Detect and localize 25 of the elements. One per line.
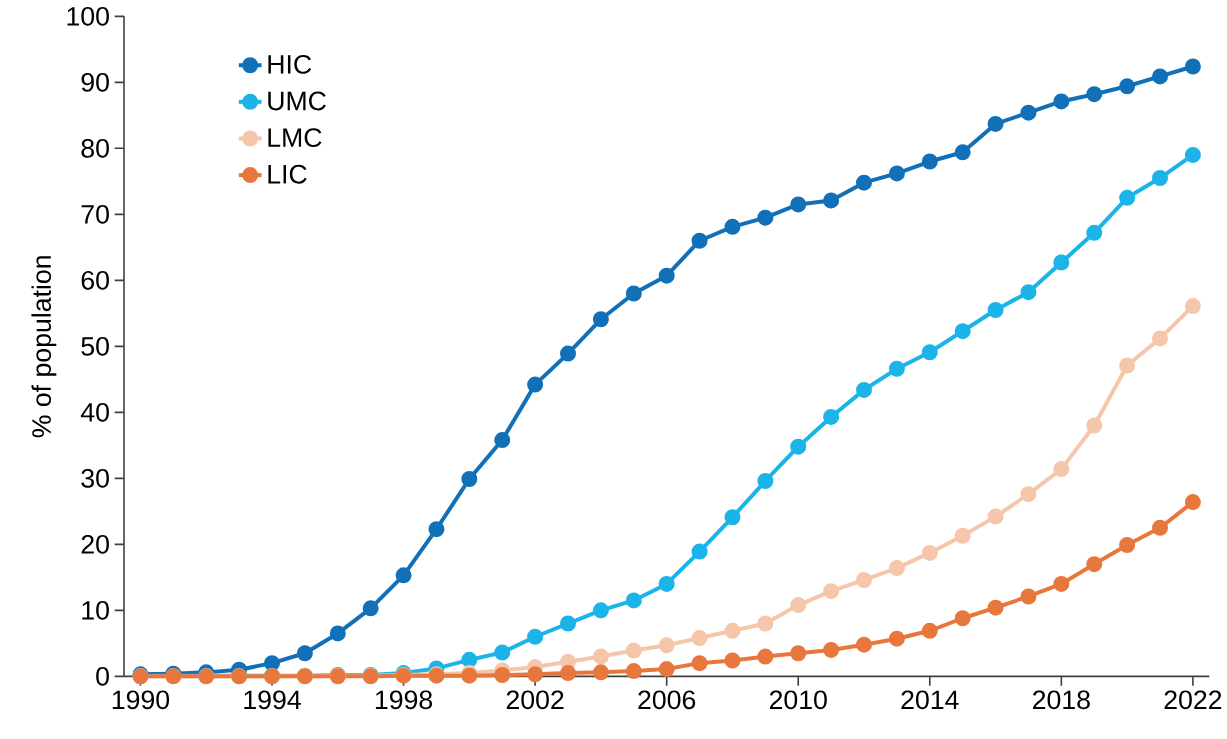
- y-tick-label: 50: [81, 336, 109, 356]
- y-axis-title: % of population: [31, 256, 57, 438]
- y-tick-label: 20: [81, 534, 109, 554]
- y-tick-label: 80: [81, 138, 109, 158]
- y-tick-label: 100: [67, 6, 109, 26]
- x-tick-label: 2006: [638, 690, 696, 710]
- y-tick-label: 40: [80, 402, 109, 422]
- y-tick-label: 10: [82, 600, 109, 620]
- y-tick-label: 70: [81, 204, 109, 224]
- x-tick-label: 2010: [769, 690, 827, 710]
- x-tick-label: 2014: [901, 690, 959, 710]
- legend-label: LMC: [268, 128, 322, 148]
- legend-label: HIC: [268, 54, 312, 74]
- legend-label: UMC: [268, 91, 326, 111]
- x-tick-label: 2002: [506, 690, 564, 710]
- x-tick-label: 1990: [112, 690, 170, 710]
- y-tick-label: 90: [81, 72, 109, 92]
- x-tick-label: 1998: [375, 690, 433, 710]
- legend-label: LIC: [268, 164, 307, 184]
- x-tick-label: 2022: [1164, 690, 1222, 710]
- x-tick-label: 2018: [1033, 690, 1090, 710]
- x-tick-label: 1994: [244, 690, 301, 710]
- y-tick-label: 30: [81, 468, 109, 488]
- y-tick-label: 60: [81, 270, 109, 290]
- y-tick-label: 0: [96, 666, 109, 686]
